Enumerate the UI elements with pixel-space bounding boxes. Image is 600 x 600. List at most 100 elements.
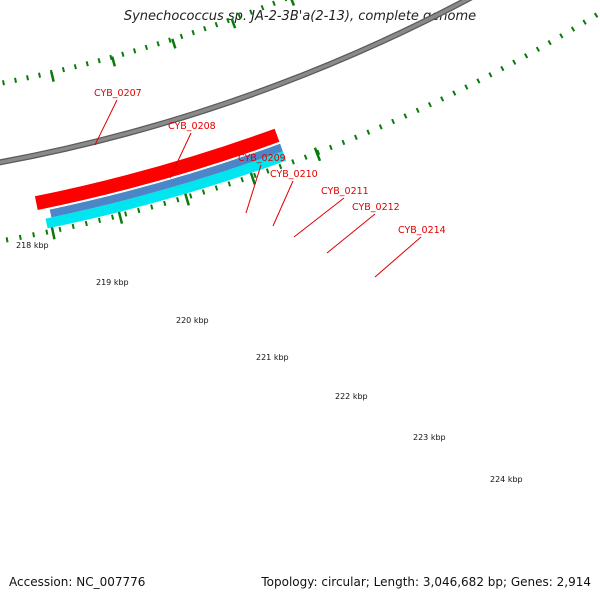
inner-tick-mark [272, 0, 276, 6]
outer-tick-mark [464, 84, 469, 90]
gene-label: CYB_0207 [94, 88, 142, 99]
outer-tick-mark [32, 232, 36, 238]
outer-tick-mark [316, 149, 321, 156]
outer-tick-mark [201, 189, 206, 195]
outer-tick-mark [97, 217, 102, 224]
trna-band [49, 143, 283, 218]
outer-tick-mark [303, 154, 308, 160]
leader-line [293, 197, 345, 238]
inner-tick-mark [85, 61, 89, 67]
major-tick-mark [171, 38, 177, 49]
inner-tick-mark [61, 66, 65, 73]
inner-tick-mark [156, 41, 160, 47]
outer-tick-mark [150, 204, 154, 210]
major-tick-mark [290, 0, 296, 6]
inner-tick-mark [26, 75, 30, 81]
leader-line [94, 99, 118, 146]
cds-band [34, 128, 280, 210]
outer-tick-mark [58, 226, 62, 232]
leader-line [272, 180, 294, 227]
leader-line [374, 236, 422, 278]
outer-tick-mark [18, 234, 22, 241]
inner-tick-mark [284, 0, 288, 2]
major-tick-mark [110, 56, 117, 67]
major-tick-mark [249, 170, 256, 185]
outer-tick-mark [524, 53, 529, 59]
accession-text: Accession: NC_007776 [9, 575, 146, 589]
outer-tick-mark [45, 229, 49, 235]
outer-tick-mark [124, 211, 128, 217]
inner-tick-mark [168, 37, 172, 43]
outer-tick-mark [440, 96, 445, 102]
major-tick-mark [50, 71, 55, 82]
outer-tick-mark [265, 168, 270, 174]
outer-tick-mark [176, 197, 180, 203]
inner-tick-mark [97, 57, 101, 64]
feature-layer [0, 0, 473, 229]
outer-tick-mark [137, 207, 141, 214]
outer-tick-mark [378, 124, 383, 130]
inner-tick-mark [203, 26, 207, 32]
inner-tick-mark [226, 17, 230, 24]
outer-tick-mark [535, 46, 540, 52]
outer-tick-mark [84, 220, 88, 227]
gene-label: CYB_0208 [168, 121, 216, 132]
outer-tick-mark [214, 185, 219, 191]
inner-tick-mark [260, 5, 265, 11]
major-tick-mark [183, 191, 190, 206]
outer-tick-mark [353, 134, 358, 141]
tick-label: 219 kbp [96, 278, 129, 287]
outer-tick-mark [559, 33, 564, 39]
tick-label: 218 kbp [16, 241, 49, 250]
outer-tick-mark [291, 159, 295, 165]
outer-tick-mark [5, 237, 9, 243]
outer-tick-mark [163, 200, 167, 207]
leader-line [326, 213, 376, 254]
outer-tick-mark [593, 12, 599, 18]
outer-tick-mark [366, 129, 371, 135]
trna-band [45, 151, 287, 229]
outer-tick-mark [488, 72, 493, 78]
outer-tick-mark [278, 163, 283, 170]
gene-label: CYB_0210 [270, 169, 318, 180]
major-tick-mark [313, 147, 322, 162]
leader-line [245, 164, 262, 214]
outer-tick-mark [111, 214, 115, 220]
outer-tick-mark [476, 78, 481, 84]
inner-tick-mark [191, 29, 195, 36]
major-tick-mark [50, 225, 56, 240]
major-tick-mark [230, 18, 237, 29]
inner-tick-mark [249, 9, 253, 15]
gene-label: CYB_0211 [321, 186, 369, 197]
inner-tick-mark [179, 33, 184, 40]
inner-tick-mark [144, 44, 149, 51]
backbone [0, 0, 470, 165]
outer-tick-mark [500, 65, 505, 72]
map-title: Synechococcus sp. JA-2-3B'a(2-13), compl… [123, 9, 477, 24]
outer-tick-mark [253, 172, 257, 179]
outer-tick-mark [188, 193, 193, 199]
gene-label: CYB_0214 [398, 225, 446, 236]
outer-tick-mark [427, 101, 432, 108]
outer-tick-mark [582, 19, 587, 25]
outer-tick-mark [329, 144, 333, 151]
inner-tick-mark [214, 21, 219, 28]
outer-tick-mark [570, 26, 576, 32]
outer-tick-mark [512, 59, 517, 65]
major-tick-mark [117, 209, 124, 224]
tick-label: 221 kbp [256, 353, 289, 362]
outer-tick-mark [240, 177, 244, 183]
leader-line [169, 132, 192, 179]
tick-label: 220 kbp [176, 316, 209, 325]
outer-tick-mark [452, 90, 457, 96]
inner-tick-mark [73, 64, 77, 70]
genome-summary-text: Topology: circular; Length: 3,046,682 bp… [261, 575, 591, 589]
inner-tick-mark [237, 13, 242, 20]
outer-tick-mark [71, 223, 75, 230]
outer-tick-mark [391, 118, 396, 125]
inner-tick-mark [109, 54, 113, 61]
outer-tick-mark [341, 139, 346, 146]
inner-tick-mark [14, 77, 18, 83]
inner-tick-mark [121, 51, 125, 57]
